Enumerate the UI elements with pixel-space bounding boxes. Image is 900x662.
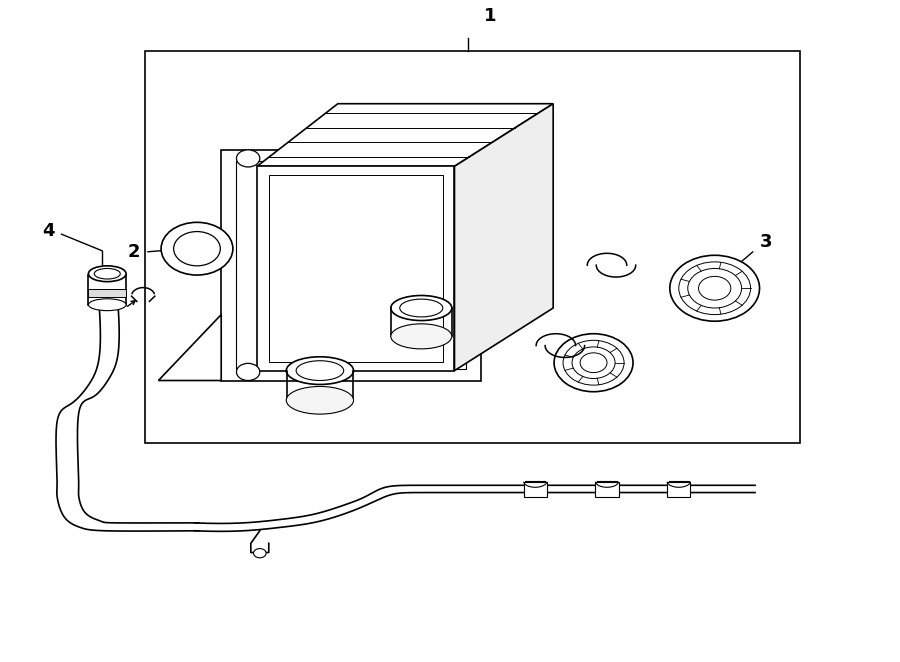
Bar (88, 275, 126, 305)
Ellipse shape (88, 266, 126, 281)
Polygon shape (221, 150, 482, 381)
Ellipse shape (88, 299, 126, 310)
Circle shape (174, 232, 220, 266)
Circle shape (572, 347, 615, 379)
Bar (145, 51, 800, 443)
Ellipse shape (286, 387, 354, 414)
Circle shape (670, 256, 760, 321)
Bar (667, 482, 690, 496)
Ellipse shape (286, 357, 354, 385)
Bar (596, 482, 618, 496)
Circle shape (254, 549, 266, 558)
Polygon shape (158, 314, 221, 381)
Ellipse shape (94, 269, 121, 279)
Text: 2: 2 (128, 243, 140, 261)
Circle shape (161, 222, 233, 275)
Ellipse shape (391, 295, 452, 320)
Polygon shape (257, 104, 554, 166)
Ellipse shape (391, 324, 452, 349)
Circle shape (679, 262, 751, 314)
Polygon shape (454, 104, 554, 371)
Bar (524, 482, 547, 496)
Circle shape (237, 363, 260, 381)
Circle shape (698, 276, 731, 300)
Text: 4: 4 (41, 222, 54, 240)
Text: 1: 1 (484, 7, 497, 24)
Circle shape (237, 150, 260, 167)
Circle shape (554, 334, 633, 392)
Bar (88, 289, 126, 297)
Circle shape (688, 269, 742, 308)
Circle shape (580, 353, 607, 373)
Polygon shape (257, 166, 454, 371)
Text: 3: 3 (760, 233, 772, 251)
Ellipse shape (296, 361, 344, 381)
Ellipse shape (400, 299, 443, 317)
Circle shape (563, 340, 624, 385)
